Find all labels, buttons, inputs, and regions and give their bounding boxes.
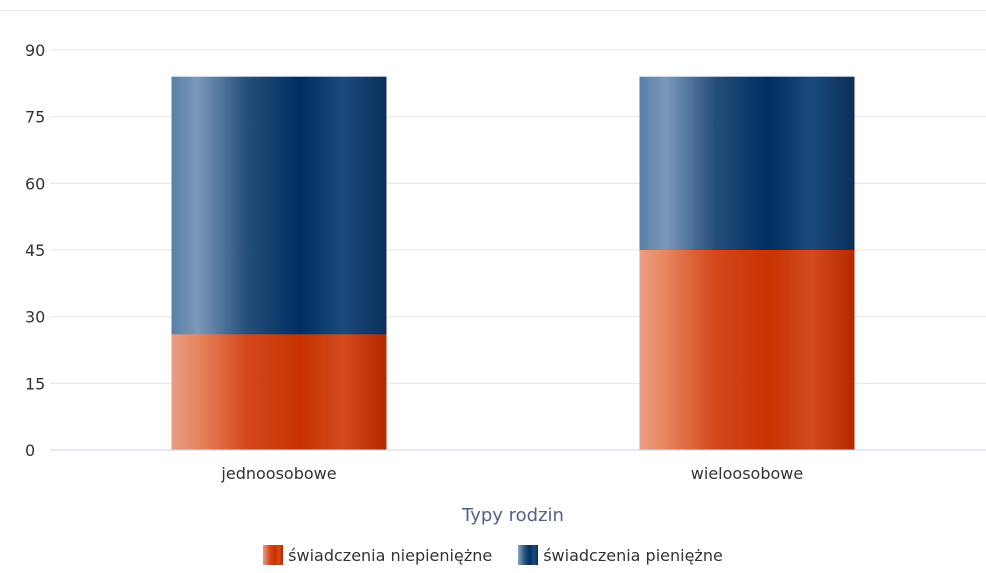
bar-pieniezne-wieloosobowe[interactable] <box>639 76 855 251</box>
y-tick-label: 45 <box>25 241 45 260</box>
title-divider <box>0 10 986 11</box>
y-tick-label: 30 <box>25 308 45 327</box>
x-axis-title: Typy rodzin <box>461 505 564 526</box>
legend-swatch-navy <box>518 545 539 565</box>
legend-label-niepieniezne: świadczenia niepieniężne <box>288 545 493 565</box>
y-tick-label: 60 <box>25 174 45 193</box>
bar-pieniezne-jednoosobowe[interactable] <box>171 76 387 335</box>
x-category-label: wieloosobowe <box>691 464 803 483</box>
y-tick-label: 90 <box>25 41 45 60</box>
x-axis: jednoosobowe wieloosobowe <box>50 449 986 483</box>
legend: świadczenia niepieniężne świadczenia pie… <box>0 545 986 565</box>
legend-item-niepieniezne[interactable]: świadczenia niepieniężne <box>263 545 492 565</box>
y-tick-label: 75 <box>25 108 45 127</box>
y-tick-label: 15 <box>25 374 45 393</box>
legend-label-pieniezne: świadczenia pieniężne <box>543 545 723 565</box>
bars <box>171 76 855 450</box>
bar-niepieniezne-jednoosobowe[interactable] <box>171 334 387 450</box>
bar-niepieniezne-wieloosobowe[interactable] <box>639 250 855 450</box>
legend-item-pieniezne[interactable]: świadczenia pieniężne <box>518 545 723 565</box>
x-category-label: jednoosobowe <box>220 464 336 483</box>
y-tick-label: 0 <box>25 441 35 460</box>
y-axis: 0 15 30 45 60 75 90 <box>25 41 45 460</box>
legend-swatch-orange <box>263 545 284 565</box>
